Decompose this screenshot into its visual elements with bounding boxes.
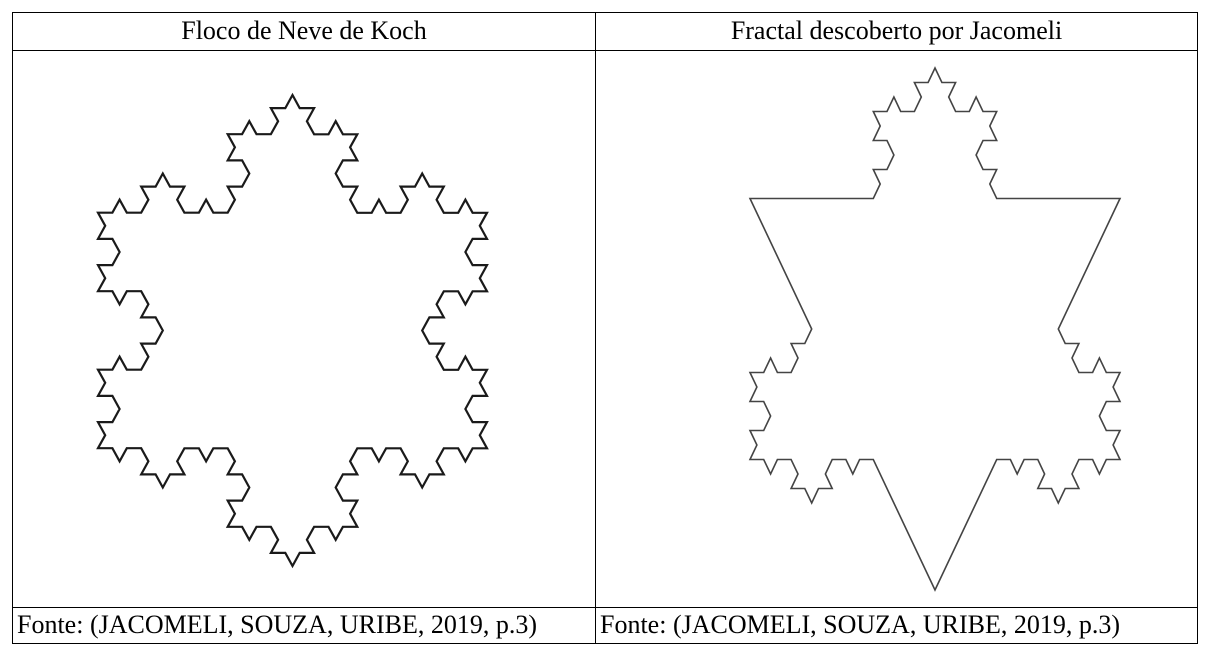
border	[595, 12, 596, 644]
border	[12, 50, 1198, 51]
header-cell: Floco de Neve de Koch	[181, 16, 427, 45]
jacomeli-fractal	[748, 66, 1122, 592]
border	[12, 12, 13, 644]
footer-cell: Fonte: (JACOMELI, SOUZA, URIBE, 2019, p.…	[600, 610, 1120, 639]
border	[12, 12, 1198, 13]
footer-cell: Fonte: (JACOMELI, SOUZA, URIBE, 2019, p.…	[17, 610, 537, 639]
border	[12, 607, 1198, 608]
koch-snowflake	[96, 92, 489, 569]
border	[1197, 12, 1198, 644]
border	[12, 643, 1198, 644]
header-cell: Fractal descoberto por Jacomeli	[730, 16, 1063, 45]
